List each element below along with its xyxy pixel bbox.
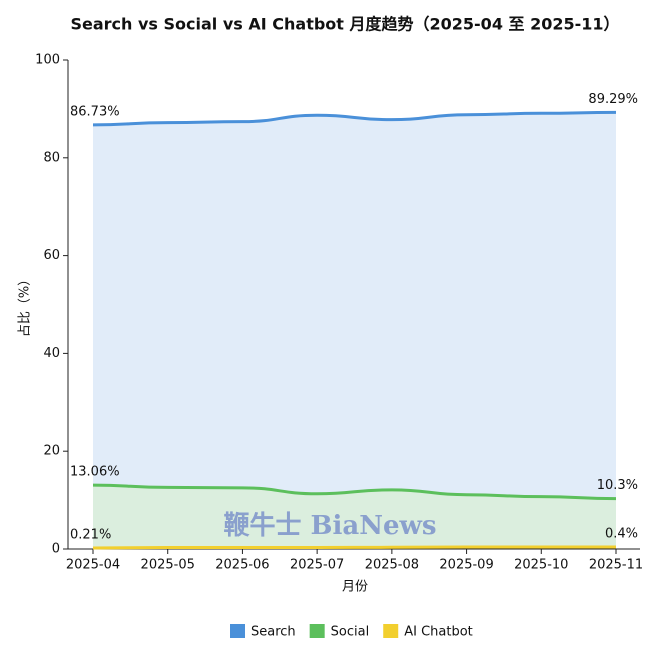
area-fill (93, 485, 616, 549)
legend-label: AI Chatbot (404, 625, 473, 640)
x-tick-label: 2025-04 (66, 558, 120, 573)
y-tick-label: 100 (35, 53, 60, 68)
x-axis-label: 月份 (342, 580, 368, 595)
x-tick-label: 2025-06 (215, 558, 269, 573)
legend-swatch (383, 624, 399, 638)
x-tick-label: 2025-07 (290, 558, 344, 573)
series-line (92, 545, 616, 550)
y-tick-label: 20 (43, 444, 60, 459)
data-label: 89.29% (588, 92, 638, 107)
data-label: 13.06% (70, 465, 120, 480)
area-fill (93, 112, 616, 550)
plot-area: 0 20 40 60 80 100 2025-04 2025-05 2025-06 2025-07… (35, 53, 643, 640)
watermark: 鞭牛士 BiaNews (223, 511, 436, 541)
legend-label: Search (251, 625, 296, 640)
x-tick-label: 2025-05 (141, 558, 195, 573)
y-axis-label: 占比（%） (18, 273, 33, 337)
data-label: 0.21% (70, 527, 111, 542)
y-tick-label: 0 (52, 542, 60, 557)
y-tick-label: 60 (43, 248, 60, 263)
x-tick-label: 2025-09 (439, 558, 493, 573)
data-label: 86.73% (70, 104, 120, 119)
data-label: 10.3% (597, 478, 638, 493)
y-tick-label: 80 (43, 150, 60, 165)
legend-swatch (230, 624, 245, 638)
x-tick-label: 2025-10 (514, 558, 568, 573)
y-tick-label: 40 (43, 346, 60, 361)
legend-label: Social (331, 625, 370, 640)
x-tick-label: 2025-08 (365, 558, 419, 573)
series-line (92, 483, 617, 501)
series-line (92, 110, 617, 127)
chart-title: Search vs Social vs AI Chatbot 月度趋势（2025… (70, 15, 619, 34)
x-tick-label: 2025-11 (589, 558, 643, 573)
data-label: 0.4% (605, 527, 638, 542)
legend-swatch (309, 624, 325, 638)
